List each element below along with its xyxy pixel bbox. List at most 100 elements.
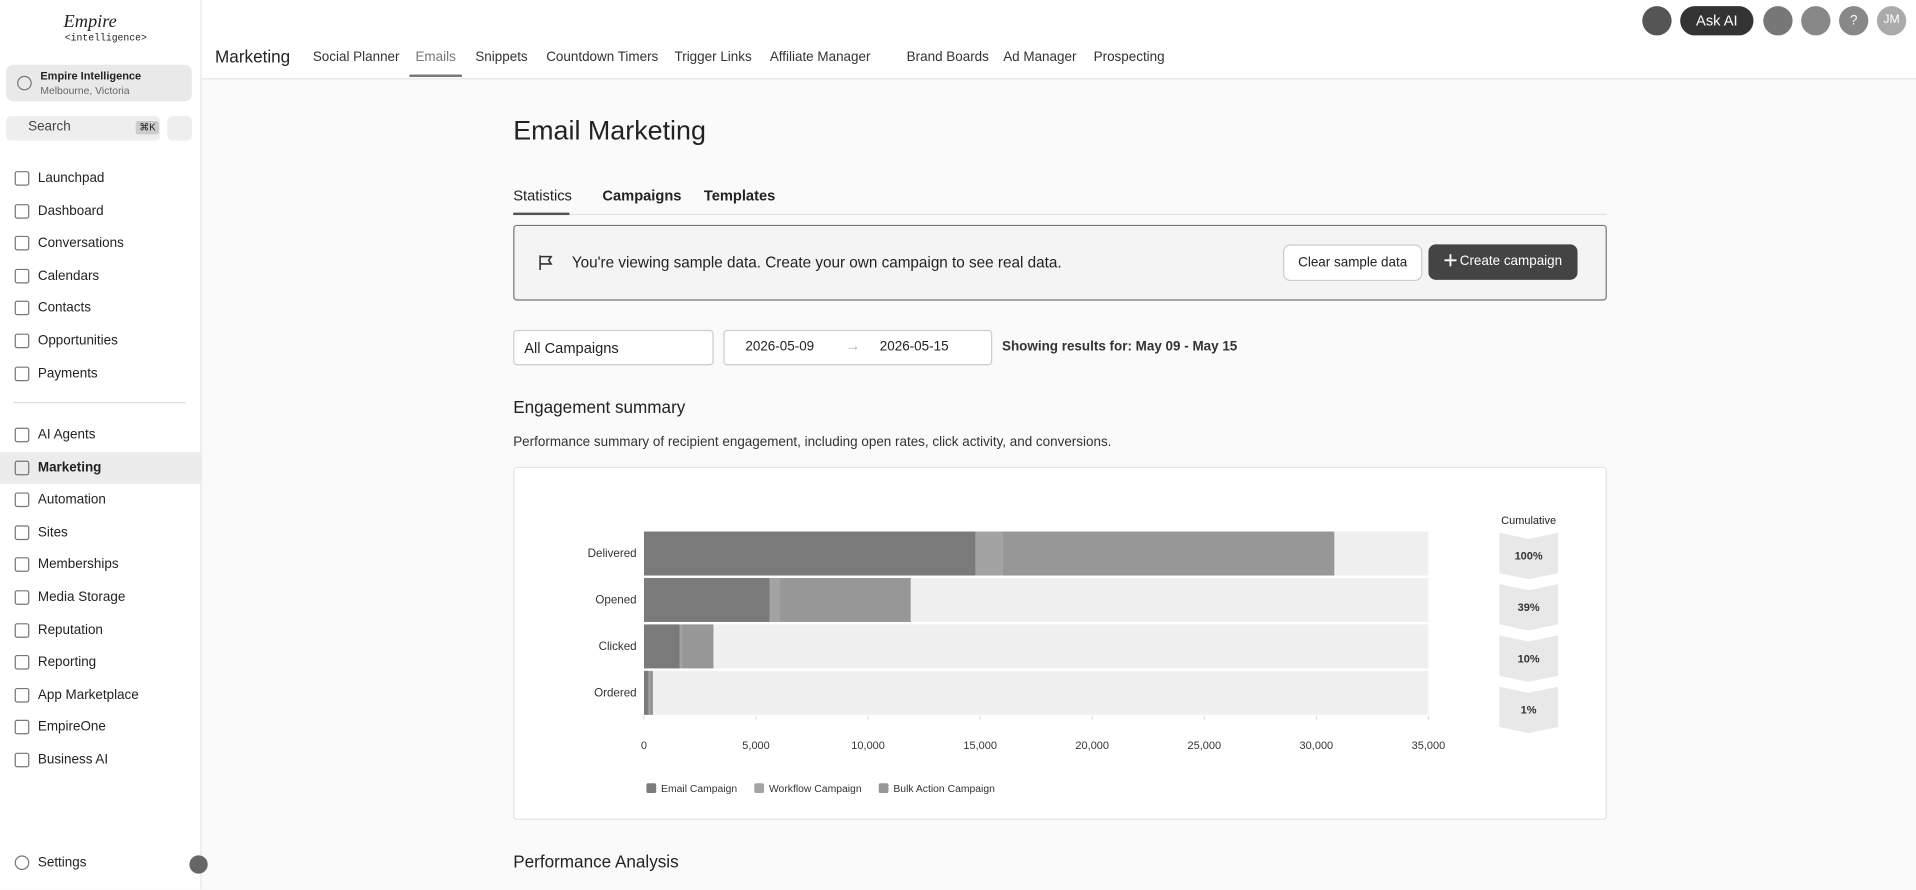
- notifications[interactable]: [1801, 6, 1831, 36]
- avatar[interactable]: JM: [1876, 6, 1907, 36]
- nav-tab[interactable]: Affiliate Manager: [769, 50, 871, 65]
- page-tab[interactable]: Templates: [703, 186, 776, 205]
- ask-ai[interactable]: Ask AI: [1680, 6, 1754, 36]
- tab-underline: [513, 212, 570, 216]
- x-tick-label: 10,000: [851, 740, 885, 752]
- legend-label: Email Campaign: [661, 784, 737, 795]
- nav-item[interactable]: App Marketplace: [0, 679, 200, 711]
- nav-item[interactable]: Opportunities: [0, 325, 200, 357]
- nav-item[interactable]: Memberships: [0, 549, 200, 581]
- bar-segment: [682, 624, 714, 669]
- clear-sample[interactable]: Clear sample data: [1283, 244, 1423, 282]
- brand: Empire: [63, 12, 117, 32]
- cumulative-title: Cumulative: [1501, 515, 1556, 527]
- nav-item[interactable]: Settings: [0, 847, 200, 879]
- legend-label: Bulk Action Campaign: [893, 784, 995, 795]
- nav-item[interactable]: Dashboard: [0, 195, 200, 227]
- clear-label: Clear sample data: [1298, 255, 1408, 271]
- nav-label: Memberships: [37, 557, 119, 573]
- nav-tab[interactable]: Countdown Timers: [546, 50, 659, 65]
- account-switcher[interactable]: Empire Intelligence Melbourne, Victoria: [6, 64, 192, 102]
- quick-action[interactable]: [167, 116, 192, 141]
- bar-segment: [975, 531, 1003, 576]
- nav-label: Conversations: [37, 236, 124, 251]
- cumulative-badge: [1499, 635, 1558, 682]
- ask-ai-label: Ask AI: [1696, 12, 1738, 30]
- sample-banner: You're viewing sample data. Create your …: [513, 224, 1607, 301]
- nav-item[interactable]: Contacts: [0, 293, 200, 325]
- date-from: 2026-05-09: [745, 339, 815, 355]
- nav-label: Launchpad: [37, 171, 105, 186]
- x-tick-label: 0: [641, 740, 647, 752]
- nav-label: Sites: [37, 525, 68, 540]
- filter-label: All Campaigns: [524, 339, 619, 357]
- account-name: Empire Intelligence: [40, 69, 142, 82]
- collapse[interactable]: [189, 855, 208, 874]
- shortcut: ⌘K: [135, 120, 160, 135]
- nav-item[interactable]: Launchpad: [0, 163, 200, 195]
- y-tick-label: Delivered: [588, 547, 637, 560]
- nav-label: Business AI: [37, 752, 109, 768]
- nav-label: Reporting: [37, 655, 97, 670]
- y-tick-label: Ordered: [594, 687, 637, 700]
- nav-label: EmpireOne: [37, 720, 106, 735]
- nav-item[interactable]: Calendars: [0, 260, 200, 292]
- cumulative-badge: [1499, 532, 1558, 580]
- nav-label: Dashboard: [37, 203, 104, 219]
- nav-tab[interactable]: Emails: [415, 50, 456, 65]
- x-tick-label: 20,000: [1075, 740, 1109, 752]
- page-tab[interactable]: Campaigns: [602, 186, 682, 205]
- create-campaign[interactable]: Create campaign: [1428, 244, 1578, 280]
- nav-item[interactable]: Sites: [0, 517, 200, 549]
- legend-swatch: [878, 783, 889, 794]
- bar-track: [643, 670, 1429, 715]
- nav-label: App Marketplace: [37, 687, 139, 703]
- y-tick-label: Opened: [595, 594, 636, 607]
- page-title: Email Marketing: [513, 114, 706, 146]
- x-tick-label: 25,000: [1188, 740, 1222, 752]
- bar-segment: [643, 670, 649, 715]
- nav-item[interactable]: Reputation: [0, 614, 200, 646]
- nav-label: AI Agents: [37, 427, 96, 443]
- search[interactable]: Search ⌘K: [6, 116, 161, 141]
- phone[interactable]: [1642, 6, 1672, 36]
- nav-tab[interactable]: Trigger Links: [674, 50, 752, 65]
- nav-label: Opportunities: [37, 333, 118, 349]
- nav-tab[interactable]: Snippets: [475, 50, 528, 65]
- nav-label: Payments: [37, 366, 98, 381]
- create-label: Create campaign: [1459, 254, 1563, 269]
- banner-text: You're viewing sample data. Create your …: [571, 254, 1062, 272]
- nav-item[interactable]: Reporting: [0, 647, 200, 679]
- sidebar: Empire <intelligence> Empire Intelligenc…: [0, 0, 208, 890]
- cumulative-label: 39%: [1518, 602, 1540, 614]
- nav-item[interactable]: AI Agents: [0, 419, 200, 451]
- nav-item[interactable]: EmpireOne: [0, 712, 200, 744]
- nav-tab[interactable]: Brand Boards: [906, 50, 989, 65]
- cumulative-label: 10%: [1518, 653, 1540, 665]
- brand-sub: <intelligence>: [64, 32, 147, 44]
- nav-tab[interactable]: Social Planner: [312, 50, 400, 65]
- section-desc: Performance summary of recipient engagem…: [513, 435, 1112, 450]
- campaign-filter[interactable]: All Campaigns: [513, 329, 714, 366]
- results-range: Showing results for: May 09 - May 15: [1001, 339, 1238, 355]
- nav-tab[interactable]: Ad Manager: [1003, 50, 1077, 65]
- bar-segment: [679, 624, 683, 669]
- nav-item[interactable]: Payments: [0, 358, 200, 390]
- bar-track: [643, 624, 1429, 669]
- chart: 0 5,000 10,000 15,000 20,000 25,000 30,000 35,0…: [513, 466, 1607, 820]
- page-tab[interactable]: Statistics: [513, 186, 572, 205]
- x-tick-label: 5,000: [742, 740, 770, 752]
- nav-item[interactable]: Conversations: [0, 228, 200, 260]
- date-range[interactable]: 2026-05-09 → 2026-05-15: [723, 329, 993, 366]
- nav-item[interactable]: Media Storage: [0, 582, 200, 614]
- nav-tab[interactable]: Prospecting: [1093, 50, 1165, 65]
- nav-label: Contacts: [37, 301, 91, 316]
- announcements[interactable]: [1763, 6, 1793, 36]
- nav-item[interactable]: Marketing: [0, 451, 201, 484]
- legend-swatch: [646, 783, 657, 794]
- nav-item[interactable]: Business AI: [0, 744, 200, 776]
- legend-swatch: [754, 783, 765, 794]
- nav-item[interactable]: Automation: [0, 484, 200, 516]
- y-tick-label: Clicked: [599, 640, 637, 653]
